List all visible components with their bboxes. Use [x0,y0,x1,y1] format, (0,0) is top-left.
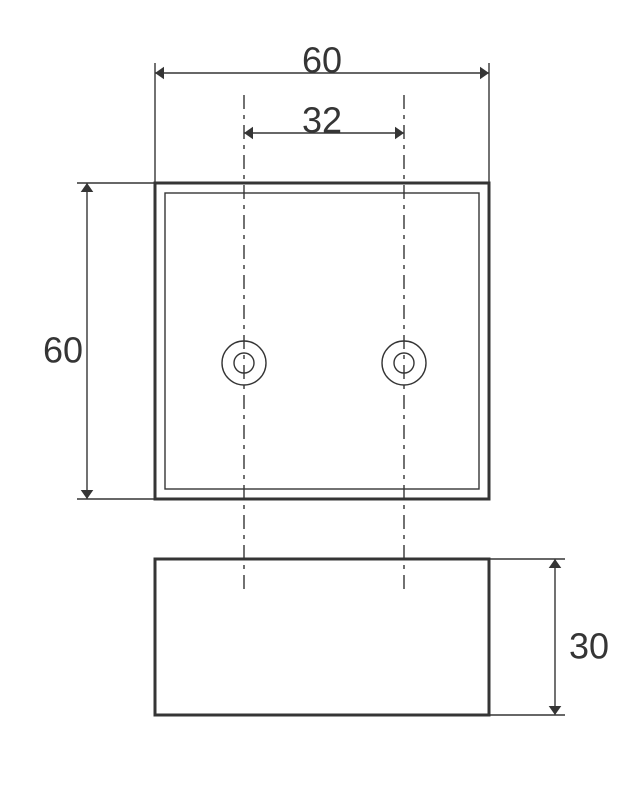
dim-width-60: 60 [302,40,342,81]
drawing-canvas: 60 32 60 30 [0,0,640,794]
technical-drawing: 60 32 60 30 [0,0,640,794]
dim-depth-30: 30 [569,626,609,667]
dim-height-60: 60 [43,330,83,371]
dim-hole-spacing-32: 32 [302,100,342,141]
